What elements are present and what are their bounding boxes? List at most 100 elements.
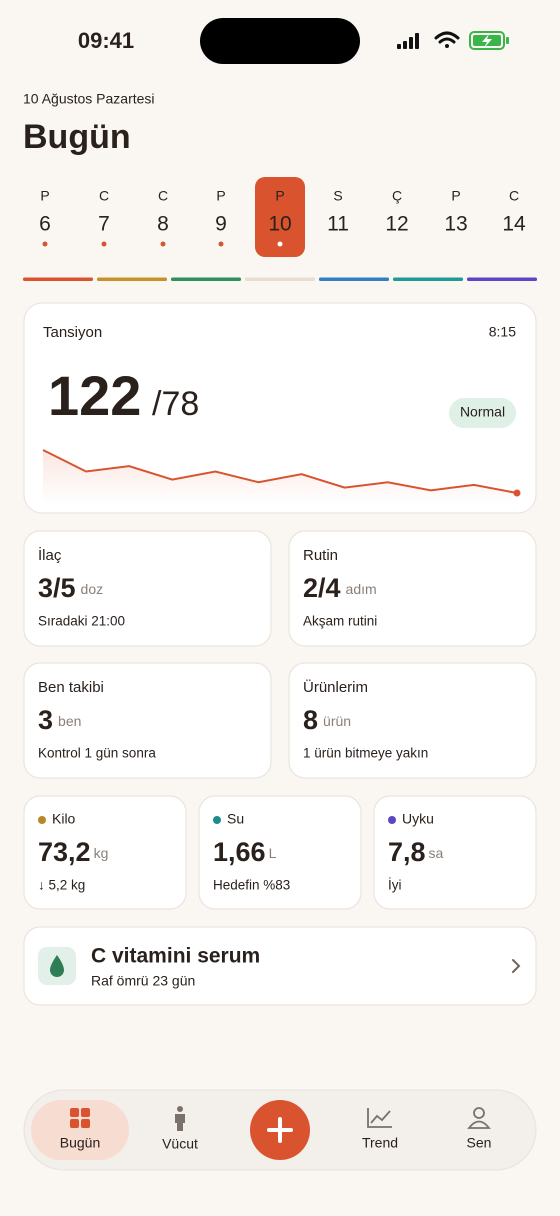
day-dot (101, 241, 107, 247)
card-title: Tansiyon (43, 324, 102, 341)
summary-card[interactable] (23, 662, 272, 779)
day-number[interactable]: 8 (157, 213, 169, 236)
tab-icon (70, 1108, 90, 1128)
card-value: 3/5 (38, 573, 76, 603)
product-card[interactable] (23, 926, 537, 1006)
card-value: 3 (38, 705, 53, 735)
drop-icon (50, 955, 64, 977)
metric-label: Kilo (52, 811, 76, 827)
tab-icon-head (473, 1107, 485, 1119)
category-stripe (467, 277, 537, 281)
summary-card[interactable] (288, 662, 537, 779)
dynamic-island (200, 18, 360, 64)
metric-card[interactable] (373, 795, 537, 910)
measure-time: 8:15 (489, 324, 516, 340)
card-title: Ben takibi (38, 679, 104, 696)
week-strip: P 6 C 7 C 8 P 9 P 10 S 11 Ç 12 P 13 C 14 (23, 177, 537, 281)
metric-note: ↓ 5,2 kg (38, 878, 85, 893)
card-title: Rutin (303, 547, 338, 564)
tab-items: Bugün Vücut Trend Sen (60, 1106, 492, 1152)
day-number[interactable]: 14 (502, 213, 526, 236)
day-letter: P (451, 188, 460, 204)
card-value-line: 8 ürün (303, 705, 351, 735)
tab-label[interactable]: Trend (362, 1135, 398, 1151)
day-number[interactable]: 10 (268, 213, 291, 236)
summary-card[interactable] (288, 530, 537, 647)
metric-value-line: 1,66 L (213, 837, 277, 867)
metric-unit: L (269, 845, 277, 861)
card-unit: doz (81, 581, 104, 597)
metric-unit: sa (429, 845, 444, 861)
day-number[interactable]: 7 (98, 213, 110, 236)
tab-label[interactable]: Vücut (162, 1136, 198, 1152)
tab-icon-square (70, 1108, 79, 1117)
day-letter: C (509, 188, 519, 204)
day-letter: P (216, 188, 225, 204)
summary-cards: İlaç 3/5 doz Sıradaki 21:00 Rutin 2/4 adım Akşa… (23, 530, 537, 779)
metric-dot (388, 816, 396, 824)
card-note: Kontrol 1 gün sonra (38, 746, 156, 761)
trend-area (43, 450, 517, 505)
tab-icon (175, 1106, 185, 1131)
product-name: C vitamini serum (91, 945, 260, 968)
summary-card[interactable] (23, 530, 272, 647)
category-stripe (97, 277, 167, 281)
metric-card[interactable] (198, 795, 362, 910)
product-shelf-life: Raf ömrü 23 gün (91, 973, 195, 989)
card-note: Sıradaki 21:00 (38, 614, 125, 629)
card-value-line: 2/4 adım (303, 573, 377, 603)
tab-label[interactable]: Bugün (60, 1135, 100, 1151)
tab-icon-body (175, 1114, 185, 1131)
card-note: Akşam rutini (303, 614, 377, 629)
trend-last-point (513, 489, 521, 497)
trend-line (42, 449, 518, 494)
metric-note: İyi (388, 878, 402, 893)
trend-sparkline (42, 449, 521, 505)
tab-icon-shoulders (467, 1120, 491, 1129)
metric-value-line: 7,8 sa (388, 837, 444, 867)
metric-dot (213, 816, 221, 824)
diastolic: /78 (152, 385, 199, 423)
date-label: 10 Ağustos Pazartesi (23, 91, 155, 107)
wifi-icon (434, 31, 460, 48)
metric-dot (38, 816, 46, 824)
signal-icon (397, 33, 419, 49)
day-number[interactable]: 9 (215, 213, 227, 236)
card-value-line: 3/5 doz (38, 573, 103, 603)
metric-label: Su (227, 811, 244, 827)
metric-value-line: 73,2 kg (38, 837, 108, 867)
blood-pressure-card[interactable] (23, 302, 537, 514)
metric-cards: Kilo 73,2 kg ↓ 5,2 kg Su 1,66 L Hedefin %83 Uyku… (23, 795, 537, 910)
metric-unit: kg (94, 845, 109, 861)
tab-icon-chart (367, 1108, 392, 1128)
tab-label[interactable]: Sen (467, 1135, 492, 1151)
metric-value: 7,8 (388, 837, 426, 867)
tab-icon-square (70, 1119, 79, 1128)
card-value: 8 (303, 705, 318, 735)
day-number[interactable]: 6 (39, 213, 51, 236)
tab-icon (467, 1107, 491, 1129)
status-text: Normal (460, 404, 505, 420)
day-number[interactable]: 13 (444, 213, 467, 236)
tab-icon-square (81, 1108, 90, 1117)
page-title: Bugün (23, 118, 131, 156)
metric-card[interactable] (23, 795, 187, 910)
day-letter: C (158, 188, 168, 204)
day-dot (160, 241, 166, 247)
status-pill (449, 398, 516, 428)
chevron (512, 959, 521, 973)
tab-icon-head (177, 1106, 183, 1112)
tab-icon (367, 1108, 392, 1128)
tab-icon-square (81, 1119, 90, 1128)
card-title: Ürünlerim (303, 678, 368, 696)
day-dot (277, 241, 283, 247)
day-number[interactable]: 12 (385, 213, 408, 236)
day-letter: P (40, 188, 49, 204)
metric-note: Hedefin %83 (213, 878, 290, 893)
day-letter: C (99, 188, 109, 204)
card-note: 1 ürün bitmeye yakın (303, 746, 428, 761)
metric-value: 73,2 (38, 837, 91, 867)
active-tab-bg (31, 1100, 129, 1160)
day-number[interactable]: 11 (327, 213, 349, 236)
selected-day[interactable] (255, 177, 305, 257)
